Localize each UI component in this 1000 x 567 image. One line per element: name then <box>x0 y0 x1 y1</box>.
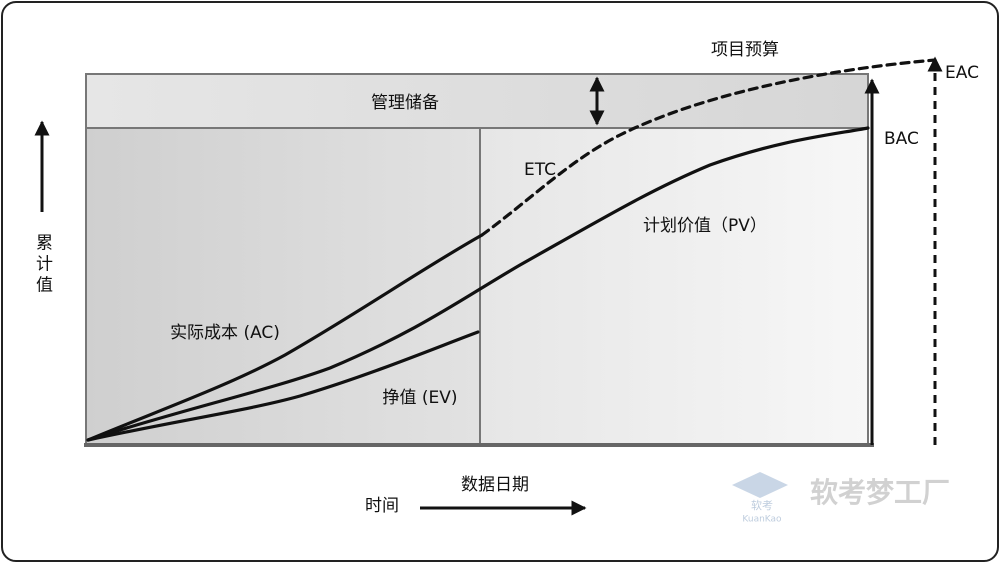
bac-label: BAC <box>884 129 919 149</box>
watermark-latin: KuanKao <box>742 515 782 525</box>
ev-label: 挣值 (EV) <box>382 388 457 408</box>
x-axis-label: 时间 <box>365 496 399 516</box>
ac-curve <box>86 233 484 442</box>
etc-curve <box>480 58 937 237</box>
past-region <box>85 127 481 446</box>
watermark: 软考 KuanKao 软考梦工厂 <box>732 472 950 525</box>
pv-curve <box>86 126 870 442</box>
y-axis-label: 累计值 <box>32 233 53 296</box>
budget-label: 项目预算 <box>711 40 779 60</box>
reserve-label: 管理储备 <box>371 93 439 113</box>
watermark-title: 软考梦工厂 <box>810 476 950 509</box>
ac-label: 实际成本 (AC) <box>170 323 280 343</box>
eac-label: EAC <box>945 63 979 83</box>
watermark-logo <box>732 472 788 498</box>
etc-label: ETC <box>524 160 556 180</box>
ev-curve <box>86 330 480 442</box>
data-date-label: 数据日期 <box>461 475 529 495</box>
pv-label: 计划价值（PV） <box>643 216 767 236</box>
reserve-band <box>85 73 869 129</box>
watermark-small: 软考 <box>751 498 773 512</box>
